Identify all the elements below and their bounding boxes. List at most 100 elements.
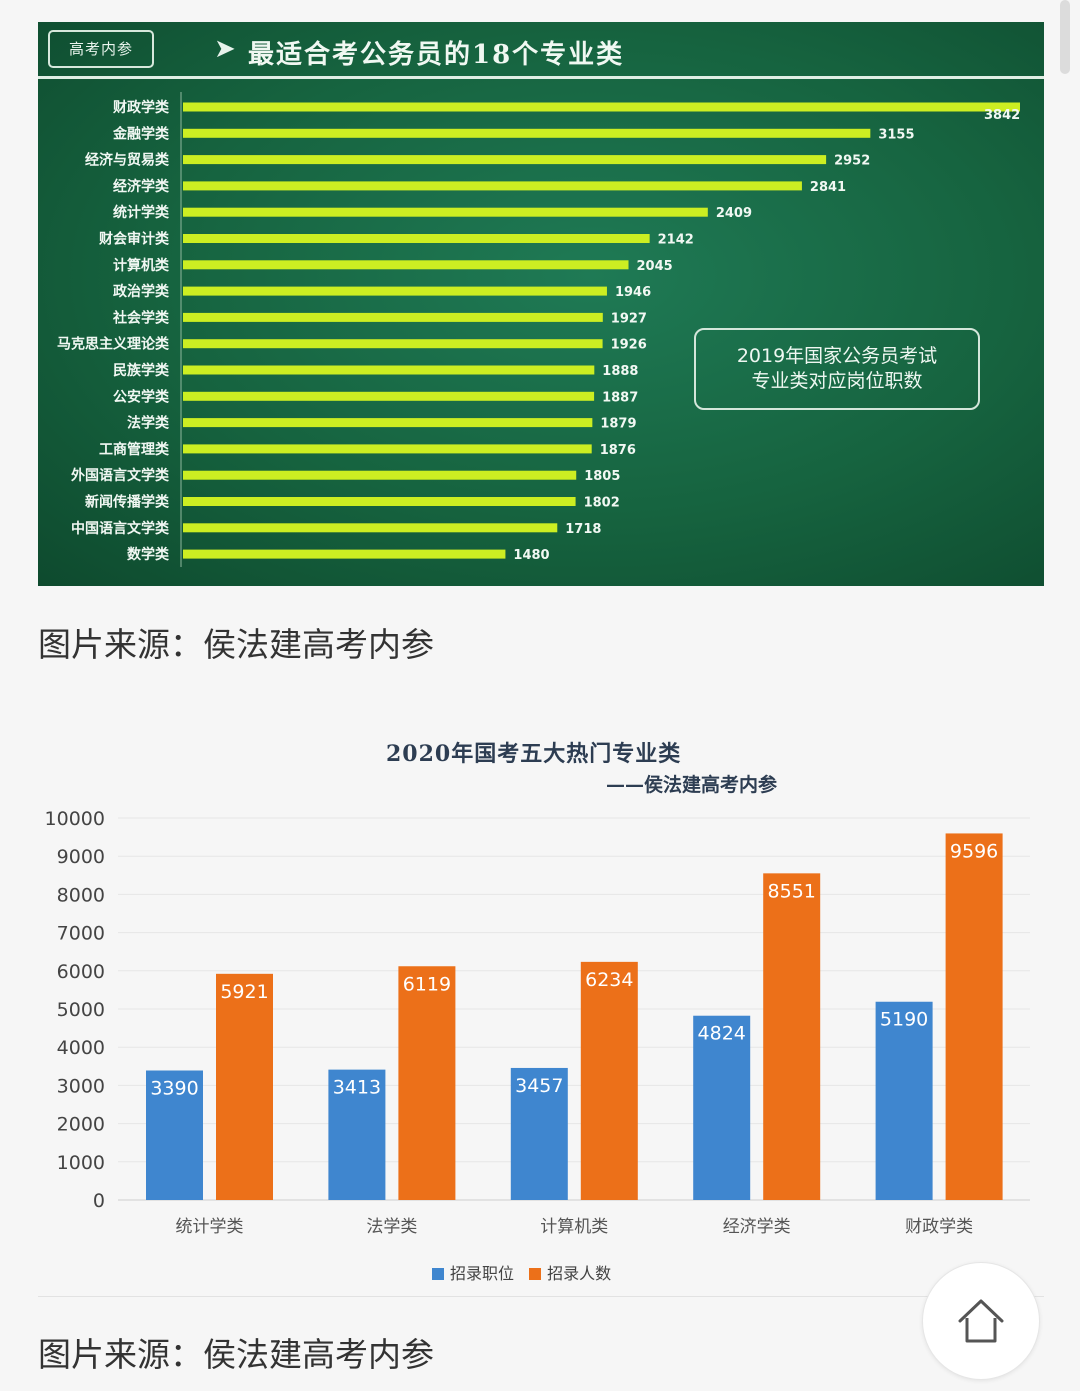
category-label: 工商管理类: [99, 441, 170, 458]
data-label: 1927: [611, 311, 647, 326]
bar: [183, 286, 607, 296]
bar: [183, 102, 1020, 112]
data-label: 2045: [637, 259, 673, 274]
image-caption: 图片来源：侯法建高考内参: [38, 625, 434, 664]
bar: [183, 470, 577, 480]
x-tick-label: 财政学类: [905, 1217, 973, 1237]
bar: [183, 181, 802, 191]
bar: [183, 497, 576, 506]
legend-label: 招录职位: [450, 1264, 515, 1283]
bar: [945, 833, 1003, 1200]
board-badge: 高考内参: [48, 30, 154, 68]
home-icon: [958, 1299, 1004, 1343]
chart-title-2020: 2020年国考五大热门专业类: [386, 741, 682, 767]
data-label: 6234: [585, 969, 633, 991]
chart-2020: 0 1000 2000 3000 4000 5000 6000 7000 8000 9000 100…: [0, 700, 1080, 1300]
category-label: 统计学类: [113, 204, 170, 221]
y-tick-label: 0: [93, 1190, 105, 1212]
bar: [398, 966, 456, 1200]
y-tick-label: 3000: [57, 1075, 105, 1097]
bar: [510, 1067, 568, 1200]
legend-swatch: [529, 1268, 542, 1280]
board-note: 2019年国家公务员考试 专业类对应岗位职数: [694, 328, 980, 410]
legend-swatch: [432, 1268, 444, 1280]
bar: [183, 234, 650, 243]
data-label: 1480: [513, 548, 549, 563]
data-label: 8551: [768, 880, 816, 902]
category-label: 中国语言文学类: [71, 520, 170, 537]
arrow-right-icon: ➤: [214, 34, 236, 64]
category-label: 法学类: [127, 415, 170, 432]
y-tick-label: 4000: [57, 1037, 105, 1059]
category-label: 公安学类: [113, 388, 170, 405]
data-label: 1946: [615, 285, 651, 300]
bar: [183, 549, 506, 559]
y-tick-label: 5000: [57, 999, 105, 1021]
section-divider: [38, 1296, 1044, 1297]
y-tick-label: 8000: [57, 884, 105, 906]
category-label: 财会审计类: [98, 231, 170, 248]
bar: [693, 1015, 751, 1200]
bar: [183, 523, 558, 533]
category-label: 新闻传播学类: [85, 494, 170, 511]
data-label: 1879: [600, 417, 636, 432]
chart-title-2019: 最适合考公务员的18个专业类: [248, 40, 625, 70]
category-label: 马克思主义理论类: [57, 336, 170, 353]
scrollbar-thumb[interactable]: [1060, 0, 1070, 74]
bar: [328, 1069, 386, 1200]
x-tick-label: 经济学类: [723, 1217, 791, 1237]
bar: [183, 391, 595, 401]
category-label: 经济与贸易类: [85, 152, 170, 169]
category-label: 财政学类: [112, 99, 170, 116]
data-label: 3390: [150, 1078, 198, 1100]
note-line-1: 2019年国家公务员考试: [736, 345, 938, 367]
chart-board-2019: 财政学类 3842 金融学类 3155 经济与贸易类 2952 经济学类 2841 统计学类 24…: [38, 22, 1044, 586]
x-tick-label: 法学类: [366, 1217, 417, 1237]
legend-label: 招录人数: [547, 1264, 612, 1283]
chart-plot-2020: 0 1000 2000 3000 4000 5000 6000 7000 8000 9000 100…: [45, 808, 1030, 1237]
y-tick-label: 6000: [57, 961, 105, 983]
category-label: 外国语言文学类: [71, 467, 170, 484]
data-label: 2409: [716, 206, 752, 221]
data-label: 3155: [878, 127, 914, 142]
data-label: 3413: [333, 1077, 381, 1099]
bar: [875, 1001, 933, 1200]
y-tick-label: 1000: [57, 1152, 105, 1174]
chart-legend: 招录职位 招录人数: [432, 1260, 621, 1284]
y-tick-label: 2000: [57, 1114, 105, 1136]
home-button[interactable]: [922, 1262, 1040, 1380]
chart-subtitle-2020: ——侯法建高考内参: [606, 774, 778, 796]
data-label: 1802: [584, 496, 620, 511]
category-label: 数学类: [127, 546, 170, 563]
data-label: 9596: [950, 840, 998, 862]
category-label: 社会学类: [112, 309, 170, 326]
header-rule: [38, 76, 1044, 79]
data-label: 1876: [600, 443, 636, 458]
data-label: 1805: [584, 469, 620, 484]
data-label: 3842: [984, 108, 1020, 123]
board-header: 高考内参 ➤ 最适合考公务员的18个专业类: [38, 22, 1044, 82]
image-caption: 图片来源：侯法建高考内参: [38, 1335, 434, 1374]
data-label: 1887: [602, 390, 638, 405]
legend-item: 招录职位: [432, 1260, 514, 1284]
bar: [146, 1070, 203, 1200]
bar: [216, 973, 273, 1200]
category-label: 计算机类: [113, 257, 170, 274]
chart-plot-2019: 财政学类 3842 金融学类 3155 经济与贸易类 2952 经济学类 2841 统计学类 24…: [57, 92, 1020, 567]
category-label: 政治学类: [113, 283, 170, 300]
note-line-2: 专业类对应岗位职数: [751, 370, 923, 392]
bar: [183, 444, 592, 454]
data-label: 5921: [220, 981, 268, 1003]
bar: [183, 312, 603, 322]
y-tick-label: 10000: [45, 808, 105, 830]
bar: [183, 155, 827, 165]
data-label: 2952: [834, 154, 870, 169]
data-label: 1926: [611, 338, 647, 353]
data-label: 6119: [403, 973, 451, 995]
bar: [183, 418, 593, 428]
data-label: 1718: [565, 522, 601, 537]
y-tick-label: 9000: [57, 846, 105, 868]
bar: [183, 260, 629, 270]
data-label: 1888: [602, 364, 638, 379]
bar: [183, 207, 708, 217]
